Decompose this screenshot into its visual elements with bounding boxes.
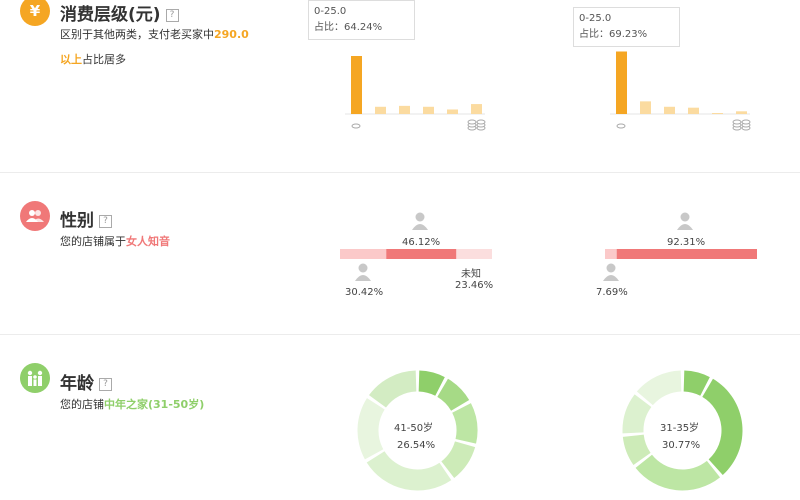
- bar[interactable]: [423, 106, 434, 114]
- unknown-label: 未知: [461, 269, 481, 280]
- bar[interactable]: [471, 104, 482, 114]
- female-segment: [616, 249, 757, 259]
- donut-center-value: 26.54%: [397, 440, 436, 451]
- unknown-percent: 23.46%: [455, 280, 494, 291]
- chart-tooltip: 0-25.0 占比：64.24%: [308, 0, 415, 40]
- gender-bar: [340, 249, 492, 259]
- donut-center-label: 31-35岁: [660, 423, 700, 434]
- chart-tooltip: 0-25.0 占比：69.23%: [573, 7, 680, 47]
- help-icon[interactable]: ?: [165, 8, 179, 22]
- consumption-bar-chart: [610, 51, 751, 131]
- female-segment: [386, 249, 457, 259]
- bar[interactable]: [447, 109, 458, 114]
- bar[interactable]: [351, 56, 362, 114]
- bar[interactable]: [664, 106, 675, 114]
- female-percent: 46.12%: [402, 237, 441, 248]
- coin-icon: [476, 119, 486, 131]
- donut-center-label: 41-50岁: [394, 423, 434, 434]
- bar[interactable]: [640, 101, 651, 114]
- coin-icon: [616, 123, 626, 129]
- donut-center-value: 30.77%: [662, 440, 701, 451]
- donut-slice[interactable]: [635, 454, 721, 491]
- bar[interactable]: [399, 105, 410, 114]
- bar[interactable]: [616, 51, 627, 114]
- donut-slice[interactable]: [683, 370, 710, 396]
- donut-slice[interactable]: [622, 394, 652, 434]
- section-title-consumption: 消费层级(元)?: [60, 0, 179, 25]
- donut-slice[interactable]: [437, 378, 470, 411]
- male-segment: [605, 249, 617, 259]
- donut-slice[interactable]: [418, 370, 445, 396]
- male-person-icon: [355, 263, 371, 281]
- section-title-gender: 性别?: [60, 206, 112, 231]
- coin-icon: [467, 119, 477, 131]
- donut-slice[interactable]: [357, 398, 385, 460]
- donut-slice[interactable]: [452, 403, 478, 444]
- bar[interactable]: [736, 111, 747, 114]
- section-title-age: 年龄?: [60, 369, 112, 394]
- female-person-icon: [412, 212, 428, 230]
- female-person-icon: [677, 212, 693, 230]
- male-percent: 30.42%: [345, 287, 384, 298]
- yuan-icon: ¥: [20, 0, 50, 26]
- bar[interactable]: [688, 107, 699, 114]
- consumption-description: 区别于其他两类，支付老买家中290.0 以上占比居多: [60, 28, 249, 66]
- bar[interactable]: [712, 113, 723, 114]
- female-percent: 92.31%: [667, 237, 706, 248]
- bar[interactable]: [375, 106, 386, 114]
- donut-slice[interactable]: [636, 370, 682, 406]
- donut-slice[interactable]: [368, 370, 417, 408]
- coin-icon: [351, 123, 361, 129]
- consumption-bar-chart: [345, 56, 486, 131]
- male-person-icon: [603, 263, 619, 281]
- age-donut-chart: [357, 370, 478, 491]
- users-icon: [20, 201, 50, 231]
- male-segment: [340, 249, 387, 259]
- donut-slice[interactable]: [702, 378, 743, 475]
- donut-slice[interactable]: [441, 441, 476, 478]
- age-description: 您的店铺中年之家(31-50岁): [60, 398, 205, 411]
- donut-slice[interactable]: [622, 434, 651, 466]
- gender-bar: [605, 249, 757, 259]
- coin-icon: [732, 119, 742, 131]
- divider: [0, 334, 800, 335]
- family-icon: [20, 363, 50, 393]
- male-percent: 7.69%: [596, 287, 628, 298]
- coin-icon: [741, 119, 751, 131]
- help-icon[interactable]: ?: [99, 377, 112, 391]
- gender-description: 您的店铺属于女人知音: [60, 235, 170, 248]
- donut-slice[interactable]: [366, 451, 452, 491]
- help-icon[interactable]: ?: [99, 214, 112, 228]
- divider: [0, 172, 800, 173]
- unknown-segment: [456, 249, 492, 259]
- age-donut-chart: [622, 370, 743, 491]
